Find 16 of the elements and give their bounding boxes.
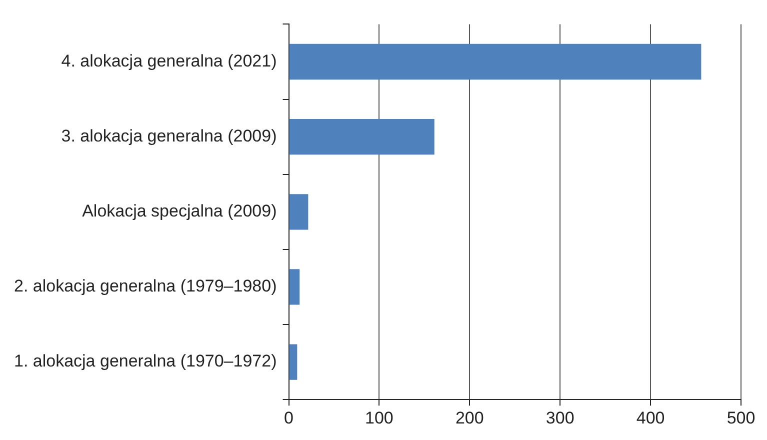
y-tick-label: 4. alokacja generalna (2021) bbox=[61, 51, 277, 70]
y-tick-label: 3. alokacja generalna (2009) bbox=[61, 126, 277, 146]
bar bbox=[289, 44, 702, 80]
x-tick-label: 100 bbox=[365, 408, 394, 428]
x-tick-label: 300 bbox=[546, 408, 574, 428]
x-tick-label: 400 bbox=[636, 408, 665, 428]
y-tick-label: Alokacja specjalna (2009) bbox=[82, 202, 277, 221]
y-tick-label: 1. alokacja generalna (1970–1972) bbox=[14, 352, 277, 371]
x-tick-label: 0 bbox=[284, 408, 294, 428]
bar bbox=[289, 194, 308, 230]
x-tick-label: 200 bbox=[455, 408, 484, 428]
bar bbox=[289, 269, 300, 305]
bar bbox=[289, 344, 298, 380]
x-tick-label: 500 bbox=[726, 408, 756, 428]
bar bbox=[289, 118, 434, 155]
y-tick-label: 2. alokacja generalna (1979–1980) bbox=[14, 276, 277, 296]
